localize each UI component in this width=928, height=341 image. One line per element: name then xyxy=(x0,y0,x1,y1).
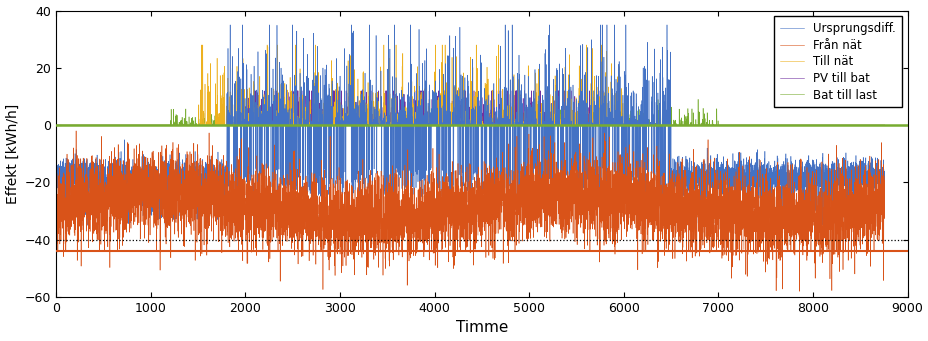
PV till bat xyxy=(51,123,62,127)
X-axis label: Timme: Timme xyxy=(456,321,508,336)
Till nät xyxy=(51,123,62,127)
Ursprungsdiff. xyxy=(324,123,335,127)
Bat till last xyxy=(276,123,287,127)
Line: PV till bat: PV till bat xyxy=(57,91,883,125)
Från nät xyxy=(228,203,239,207)
PV till bat xyxy=(241,89,252,93)
Y-axis label: Effekt [kWh/h]: Effekt [kWh/h] xyxy=(6,104,19,204)
Till nät xyxy=(276,96,287,100)
Till nät xyxy=(228,121,239,125)
Line: Ursprungsdiff.: Ursprungsdiff. xyxy=(57,25,883,225)
Bat till last xyxy=(295,123,306,127)
Ursprungsdiff. xyxy=(287,23,298,27)
Från nät xyxy=(71,129,82,133)
Från nät xyxy=(878,174,889,178)
Bat till last xyxy=(228,120,239,124)
Legend: Ursprungsdiff., Från nät, Till nät, PV till bat, Bat till last: Ursprungsdiff., Från nät, Till nät, PV t… xyxy=(773,16,901,107)
Från nät xyxy=(51,193,62,197)
PV till bat xyxy=(276,123,287,127)
PV till bat xyxy=(287,120,298,124)
PV till bat xyxy=(878,123,889,127)
Line: Från nät: Från nät xyxy=(57,131,883,291)
Ursprungsdiff. xyxy=(276,123,287,127)
Line: Till nät: Till nät xyxy=(57,45,883,125)
Från nät xyxy=(793,289,805,293)
Ursprungsdiff. xyxy=(228,123,239,127)
Från nät xyxy=(324,197,335,202)
Från nät xyxy=(295,219,306,223)
Bat till last xyxy=(214,97,226,101)
PV till bat xyxy=(228,123,239,127)
Bat till last xyxy=(878,123,889,127)
Bat till last xyxy=(287,123,298,127)
Ursprungsdiff. xyxy=(51,162,62,166)
Till nät xyxy=(878,123,889,127)
Bat till last xyxy=(324,123,335,127)
PV till bat xyxy=(324,123,335,127)
Ursprungsdiff. xyxy=(850,177,861,181)
Från nät xyxy=(276,199,287,204)
Ursprungsdiff. xyxy=(83,223,94,227)
Från nät xyxy=(850,199,861,203)
Ursprungsdiff. xyxy=(878,178,889,182)
Till nät xyxy=(850,123,861,127)
Bat till last xyxy=(850,123,861,127)
Ursprungsdiff. xyxy=(296,123,307,127)
PV till bat xyxy=(295,123,306,127)
Ursprungsdiff. xyxy=(225,23,236,27)
Line: Bat till last: Bat till last xyxy=(57,99,883,125)
Till nät xyxy=(295,123,306,127)
Till nät xyxy=(324,123,335,127)
Från nät xyxy=(287,233,298,237)
Till nät xyxy=(196,43,207,47)
Bat till last xyxy=(51,123,62,127)
Till nät xyxy=(287,123,298,127)
PV till bat xyxy=(850,123,861,127)
